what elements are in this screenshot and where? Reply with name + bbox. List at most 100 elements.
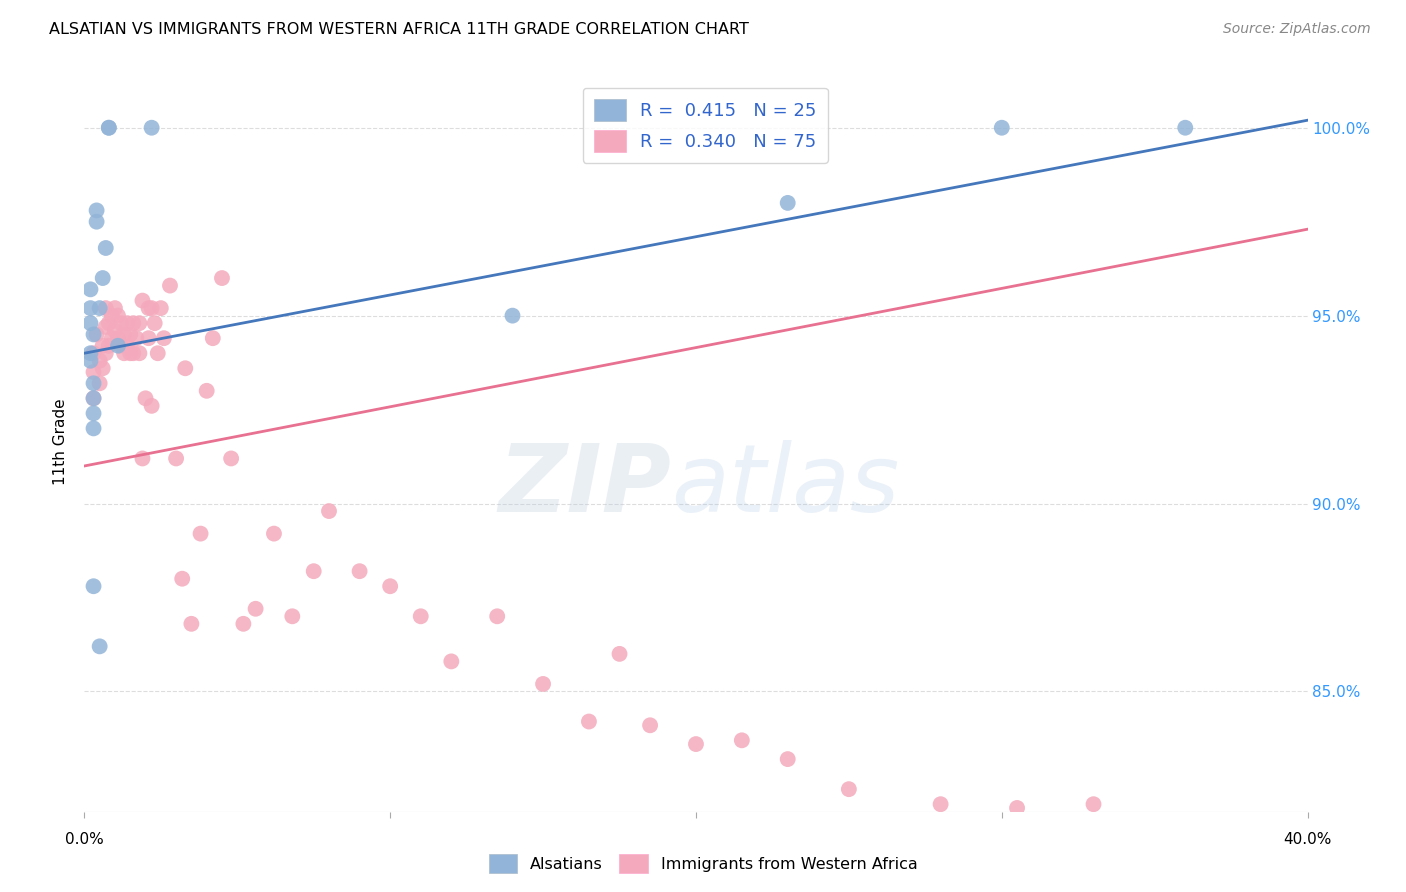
Point (838, 782, 860, 797)
Point (91, 361, 114, 376)
Text: ALSATIAN VS IMMIGRANTS FROM WESTERN AFRICA 11TH GRADE CORRELATION CHART: ALSATIAN VS IMMIGRANTS FROM WESTERN AFRI… (49, 22, 749, 37)
Point (83, 579, 105, 593)
Point (122, 316, 145, 330)
Legend: R =  0.415   N = 25, R =  0.340   N = 75: R = 0.415 N = 25, R = 0.340 N = 75 (582, 87, 828, 162)
Point (201, 331, 224, 345)
Point (107, 339, 129, 353)
Point (97, 316, 120, 330)
Point (380, 579, 402, 593)
Point (94, 346, 117, 360)
Point (153, 331, 176, 345)
Point (141, 399, 163, 413)
Point (91, 339, 114, 353)
Point (211, 271, 233, 285)
Point (991, 120, 1014, 135)
Point (409, 609, 432, 624)
Point (120, 346, 142, 360)
Point (115, 339, 138, 353)
Point (776, 195, 799, 210)
Point (86, 327, 108, 342)
Point (245, 601, 267, 615)
Point (131, 293, 153, 308)
Point (79, 353, 101, 368)
Point (122, 346, 145, 360)
Point (135, 392, 157, 406)
Point (232, 616, 254, 631)
Point (149, 301, 172, 315)
Point (190, 526, 212, 541)
Point (104, 324, 127, 338)
Point (929, 797, 952, 812)
Point (776, 752, 799, 766)
Point (101, 309, 124, 323)
Point (107, 309, 129, 323)
Point (120, 327, 142, 342)
Point (195, 384, 218, 398)
Point (89, 301, 111, 315)
Point (138, 301, 160, 315)
Point (83, 365, 105, 379)
Point (609, 647, 631, 661)
Point (1083, 797, 1105, 812)
Point (165, 451, 187, 466)
Point (112, 327, 135, 342)
Point (83, 392, 105, 406)
Point (79, 301, 101, 315)
Point (302, 564, 325, 578)
Point (101, 331, 124, 345)
Point (131, 451, 153, 466)
Point (97, 120, 120, 135)
Point (115, 316, 138, 330)
Point (638, 718, 661, 732)
Point (83, 327, 105, 342)
Point (263, 526, 285, 541)
Text: ZIP: ZIP (499, 440, 672, 532)
Point (110, 316, 132, 330)
Point (502, 309, 524, 323)
Point (128, 316, 150, 330)
Point (107, 331, 129, 345)
Point (219, 451, 242, 466)
Point (685, 737, 707, 751)
Text: 40.0%: 40.0% (1284, 832, 1331, 847)
Point (89, 640, 111, 654)
Point (86, 215, 108, 229)
Point (97, 339, 120, 353)
Point (141, 301, 163, 315)
Point (1174, 120, 1197, 135)
Point (94, 241, 117, 255)
Point (94, 301, 117, 315)
Point (281, 609, 304, 624)
Point (104, 301, 127, 315)
Point (128, 346, 150, 360)
Point (83, 376, 105, 391)
Point (180, 616, 202, 631)
Point (83, 346, 105, 360)
Y-axis label: 11th Grade: 11th Grade (53, 398, 69, 485)
Point (531, 677, 554, 691)
Point (83, 392, 105, 406)
Point (172, 572, 194, 586)
Point (486, 609, 509, 624)
Point (91, 271, 114, 285)
Point (89, 376, 111, 391)
Point (349, 564, 371, 578)
Point (578, 714, 600, 729)
Point (141, 120, 163, 135)
Text: 0.0%: 0.0% (65, 832, 104, 847)
Point (79, 346, 101, 360)
Point (159, 278, 181, 293)
Point (174, 361, 197, 376)
Point (94, 319, 117, 334)
Point (83, 406, 105, 420)
Point (1005, 801, 1028, 815)
Point (97, 120, 120, 135)
Point (440, 654, 463, 668)
Text: Source: ZipAtlas.com: Source: ZipAtlas.com (1223, 22, 1371, 37)
Point (79, 282, 101, 296)
Point (89, 353, 111, 368)
Point (138, 331, 160, 345)
Point (86, 203, 108, 218)
Text: atlas: atlas (672, 441, 900, 532)
Point (143, 316, 166, 330)
